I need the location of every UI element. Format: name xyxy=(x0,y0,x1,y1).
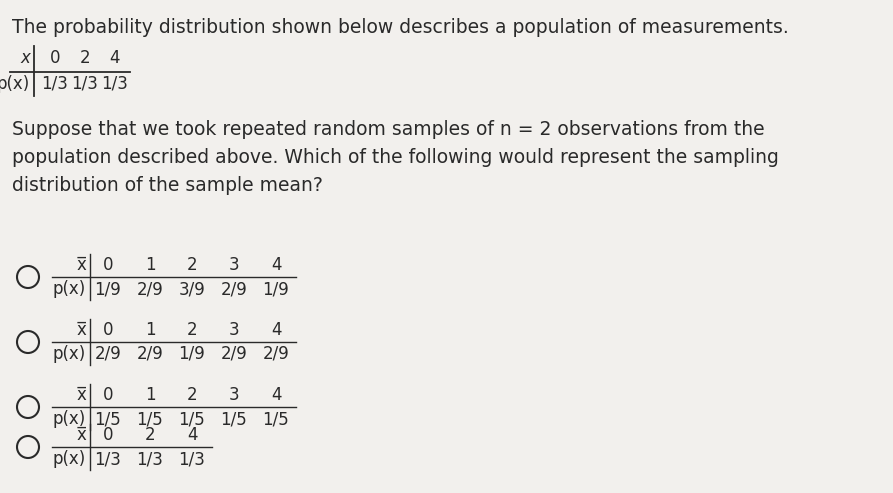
Text: 3: 3 xyxy=(229,386,239,404)
Text: 1/5: 1/5 xyxy=(221,410,247,428)
Text: x: x xyxy=(21,49,30,67)
Text: 4: 4 xyxy=(110,49,121,67)
Text: 4: 4 xyxy=(271,386,281,404)
Text: 0: 0 xyxy=(103,386,113,404)
Text: 3/9: 3/9 xyxy=(179,280,205,298)
Text: 2: 2 xyxy=(79,49,90,67)
Text: 1/9: 1/9 xyxy=(179,345,205,363)
Text: 1/3: 1/3 xyxy=(102,75,129,93)
Text: 2/9: 2/9 xyxy=(95,345,121,363)
Text: 1/5: 1/5 xyxy=(137,410,163,428)
Text: 3: 3 xyxy=(229,321,239,339)
Text: p(x): p(x) xyxy=(53,450,86,468)
Text: p(x): p(x) xyxy=(53,280,86,298)
Text: 2: 2 xyxy=(187,386,197,404)
Text: 1/5: 1/5 xyxy=(179,410,205,428)
Text: 1/9: 1/9 xyxy=(263,280,289,298)
Text: 0: 0 xyxy=(103,256,113,274)
Text: 2/9: 2/9 xyxy=(263,345,289,363)
Text: 4: 4 xyxy=(271,256,281,274)
Text: 1: 1 xyxy=(145,256,155,274)
Text: 0: 0 xyxy=(103,321,113,339)
Text: 1/9: 1/9 xyxy=(95,280,121,298)
Text: x̅: x̅ xyxy=(76,386,86,404)
Text: 1/3: 1/3 xyxy=(95,450,121,468)
Text: The probability distribution shown below describes a population of measurements.: The probability distribution shown below… xyxy=(12,18,789,37)
Text: p(x): p(x) xyxy=(0,75,30,93)
Text: x̅: x̅ xyxy=(76,426,86,444)
Text: 2: 2 xyxy=(187,321,197,339)
Text: 4: 4 xyxy=(271,321,281,339)
Text: 4: 4 xyxy=(187,426,197,444)
Text: 0: 0 xyxy=(50,49,60,67)
Text: 1: 1 xyxy=(145,386,155,404)
Text: 2: 2 xyxy=(145,426,155,444)
Text: 2/9: 2/9 xyxy=(221,345,247,363)
Text: p(x): p(x) xyxy=(53,345,86,363)
Text: 2/9: 2/9 xyxy=(137,280,163,298)
Text: 1: 1 xyxy=(145,321,155,339)
Text: 1/3: 1/3 xyxy=(71,75,98,93)
Text: 1/5: 1/5 xyxy=(263,410,289,428)
Text: 1/3: 1/3 xyxy=(179,450,205,468)
Text: 1/3: 1/3 xyxy=(137,450,163,468)
Text: x̅: x̅ xyxy=(76,256,86,274)
Text: 2/9: 2/9 xyxy=(137,345,163,363)
Text: x̅: x̅ xyxy=(76,321,86,339)
Text: 2: 2 xyxy=(187,256,197,274)
Text: 1/3: 1/3 xyxy=(42,75,69,93)
Text: p(x): p(x) xyxy=(53,410,86,428)
Text: Suppose that we took repeated random samples of n = 2 observations from the
popu: Suppose that we took repeated random sam… xyxy=(12,120,779,195)
Text: 2/9: 2/9 xyxy=(221,280,247,298)
Text: 1/5: 1/5 xyxy=(95,410,121,428)
Text: 0: 0 xyxy=(103,426,113,444)
Text: 3: 3 xyxy=(229,256,239,274)
